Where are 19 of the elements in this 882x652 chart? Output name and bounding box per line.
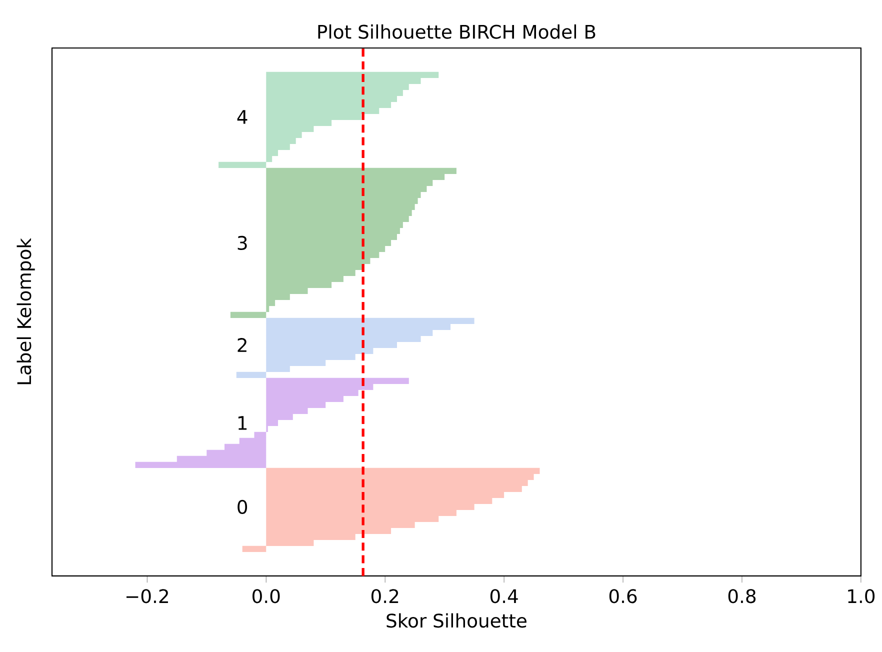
bar: [242, 546, 266, 552]
y-tick-label: 3: [238, 236, 247, 250]
y-tick-label: 1: [238, 416, 247, 430]
x-tick-label: 0.8: [728, 589, 756, 604]
x-tick-label: 0.6: [609, 589, 637, 604]
y-tick-label: 4: [237, 110, 248, 124]
x-tick-label: 0.0: [252, 589, 280, 604]
x-tick-label: −0.2: [126, 589, 168, 604]
bar: [218, 162, 266, 168]
bar: [230, 312, 266, 318]
chart-title: Plot Silhouette BIRCH Model B: [318, 24, 596, 39]
x-tick-label: 1.0: [848, 589, 875, 604]
x-tick-label: 0.4: [490, 589, 518, 604]
bar: [236, 372, 266, 378]
y-axis-title: Label Kelompok: [16, 238, 35, 384]
y-tick-label: 0: [238, 500, 248, 514]
x-tick-label: 0.2: [371, 589, 398, 604]
x-axis-title: Skor Silhouette: [386, 613, 526, 628]
y-tick-label: 2: [238, 338, 246, 352]
